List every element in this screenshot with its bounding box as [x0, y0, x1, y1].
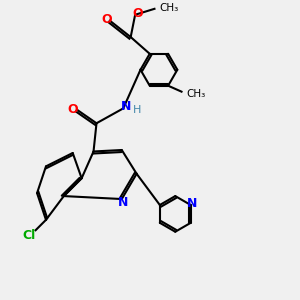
Text: Cl: Cl [22, 229, 35, 242]
Text: N: N [118, 196, 128, 209]
Text: O: O [132, 7, 143, 20]
Text: N: N [187, 197, 197, 210]
Text: H: H [132, 105, 141, 115]
Text: N: N [121, 100, 131, 112]
Text: O: O [101, 13, 112, 26]
Text: CH₃: CH₃ [186, 89, 205, 99]
Text: CH₃: CH₃ [160, 3, 179, 13]
Text: O: O [68, 103, 78, 116]
